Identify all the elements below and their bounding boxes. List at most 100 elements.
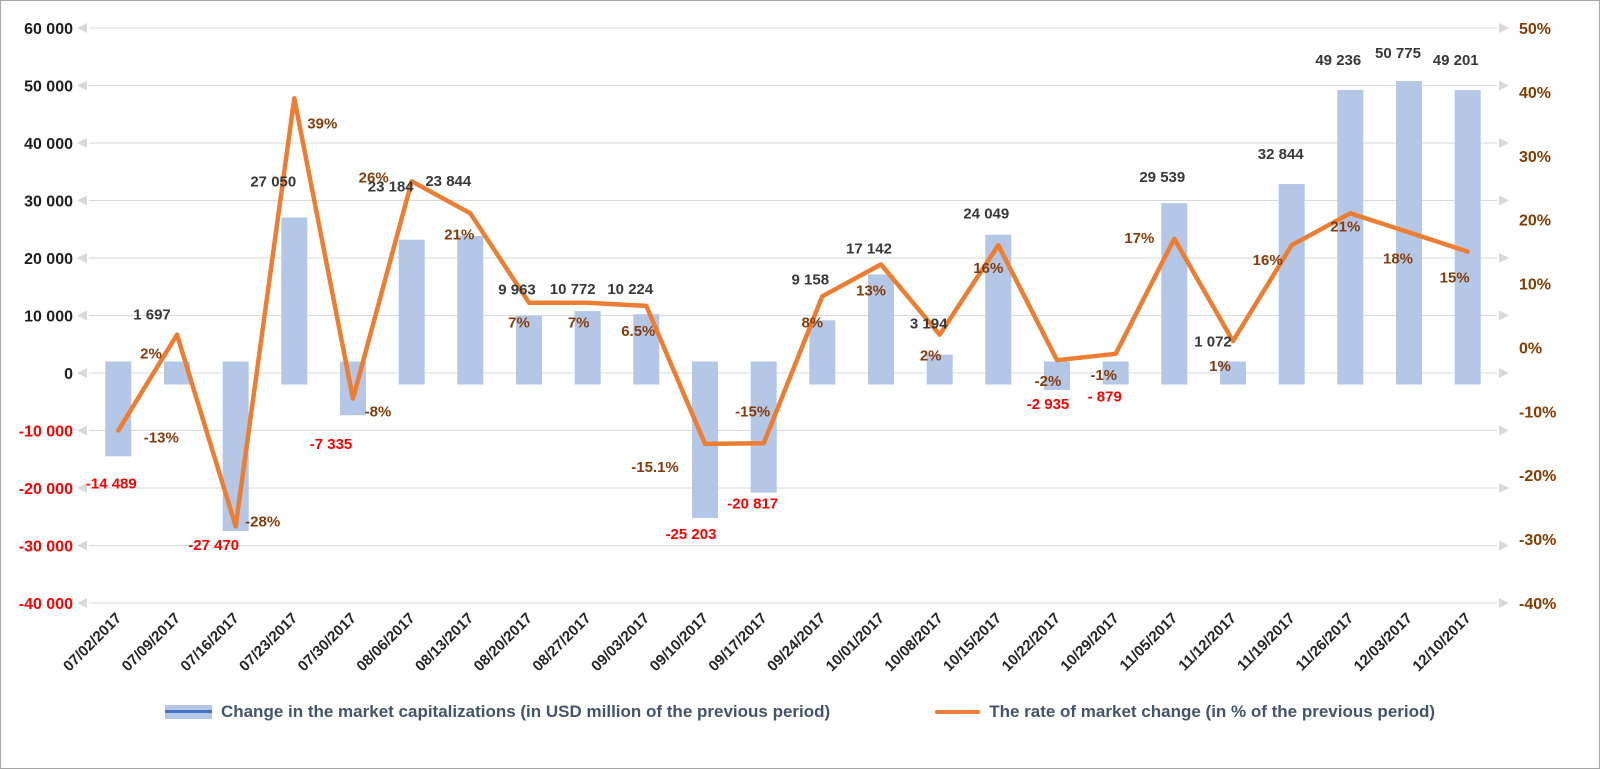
x-axis-tick: 10/22/2017 <box>999 610 1064 675</box>
left-axis-tick: 50 000 <box>24 79 73 96</box>
axis-arrow-icon <box>77 138 87 148</box>
axis-arrow-icon <box>1499 598 1509 608</box>
legend-label-market-cap: Change in the market capitalizations (in… <box>220 702 831 721</box>
pct-label: 16% <box>973 260 1003 277</box>
bar <box>574 311 601 385</box>
pct-label: 39% <box>307 115 337 132</box>
axis-arrow-icon <box>77 23 87 33</box>
bar <box>164 361 190 385</box>
axis-arrow-icon <box>77 598 87 608</box>
bar <box>1337 89 1364 385</box>
axis-arrow-icon <box>1499 540 1509 551</box>
value-label: -27 470 <box>188 537 239 554</box>
right-axis-tick: 20% <box>1519 213 1551 230</box>
axis-arrow-icon <box>77 425 87 436</box>
right-axis-tick: -10% <box>1519 404 1556 421</box>
value-label: - 879 <box>1088 389 1122 406</box>
axis-arrow-icon <box>1499 138 1509 148</box>
legend-item-rate: The rate of market change (in % of the p… <box>935 702 1435 722</box>
axis-arrow-icon <box>77 310 87 321</box>
left-axis-tick: -40 000 <box>19 596 73 613</box>
axis-arrow-icon <box>1499 425 1509 436</box>
x-axis-tick: 07/09/2017 <box>119 610 184 675</box>
value-label: 9 158 <box>792 271 830 288</box>
x-axis-labels: 07/02/201707/09/201707/16/201707/23/2017… <box>60 610 1475 675</box>
rate-line <box>116 96 1470 529</box>
x-axis-tick: 09/24/2017 <box>764 610 829 675</box>
left-axis-tick: 10 000 <box>24 309 73 326</box>
pct-label: 13% <box>856 282 886 299</box>
bar <box>1220 361 1246 385</box>
pct-label: -8% <box>365 404 392 421</box>
axis-arrow-icon <box>1499 195 1509 206</box>
right-axis-tick: 50% <box>1519 21 1551 38</box>
legend-item-market-cap: Change in the market capitalizations (in… <box>164 702 831 722</box>
x-axis-tick: 10/29/2017 <box>1057 610 1122 675</box>
right-axis-tick: 0% <box>1519 340 1542 357</box>
x-axis-tick: 09/10/2017 <box>647 610 712 675</box>
pct-label: 7% <box>508 315 530 332</box>
pct-label: 21% <box>444 226 474 243</box>
right-axis-tick: -20% <box>1519 468 1556 485</box>
x-axis-tick: 08/27/2017 <box>529 610 594 675</box>
pct-label: 16% <box>1253 252 1283 269</box>
x-axis-tick: 09/17/2017 <box>705 610 770 675</box>
value-label: 27 050 <box>250 174 296 191</box>
value-label: 9 963 <box>498 282 536 299</box>
x-axis-tick: 09/03/2017 <box>588 610 653 675</box>
pct-label: 2% <box>920 348 942 365</box>
x-axis-tick: 07/23/2017 <box>236 610 301 675</box>
value-label: 23 184 <box>368 179 415 196</box>
pct-label: -15.1% <box>631 459 679 476</box>
pct-label: 15% <box>1440 270 1470 287</box>
value-label: 3 194 <box>910 316 948 333</box>
pct-label: 6.5% <box>621 323 655 340</box>
bar <box>1044 361 1070 390</box>
x-axis-tick: 07/02/2017 <box>60 610 125 675</box>
axis-arrow-icon <box>77 483 87 493</box>
right-axis-tick: -40% <box>1519 596 1556 613</box>
value-label: 23 844 <box>425 173 472 190</box>
value-label: 1 697 <box>133 307 171 324</box>
value-label: 50 775 <box>1375 45 1421 62</box>
pct-label: -2% <box>1035 373 1062 390</box>
value-label: 29 539 <box>1139 169 1185 186</box>
right-axis-tick: 40% <box>1519 85 1551 102</box>
bar <box>809 320 836 385</box>
left-axis-tick: -20 000 <box>19 481 73 498</box>
value-label: 49 201 <box>1433 52 1479 69</box>
axis-arrow-icon <box>1499 253 1509 263</box>
pct-label: 1% <box>1209 358 1231 375</box>
x-axis-tick: 10/08/2017 <box>881 610 946 675</box>
bar <box>1278 184 1305 385</box>
right-axis-tick: 30% <box>1519 149 1551 166</box>
right-axis-tick: -30% <box>1519 532 1556 549</box>
axis-arrow-icon <box>77 368 87 378</box>
value-label: 10 772 <box>550 281 596 298</box>
value-label: -7 335 <box>310 436 353 453</box>
x-axis-tick: 11/19/2017 <box>1234 610 1299 675</box>
bar <box>1454 90 1481 385</box>
x-axis-tick: 08/20/2017 <box>471 610 536 675</box>
bar <box>457 235 484 385</box>
value-label: 24 049 <box>963 206 1009 223</box>
right-axis-labels: 50% 40% 30% 20% 10% 0% -10% -20% -30% -40% <box>1519 21 1556 613</box>
bar <box>281 217 308 385</box>
bar-series-swatch-line <box>164 710 212 713</box>
value-label: 1 072 <box>1194 334 1232 351</box>
axis-arrow-icon <box>1499 80 1509 91</box>
legend-label-rate: The rate of market change (in % of the p… <box>989 702 1436 721</box>
value-labels: -14 489 1 697 -27 470 27 050 -7 335 23 184 23 … <box>86 45 1479 554</box>
left-axis-tick: -10 000 <box>19 424 73 441</box>
x-axis-tick: 07/16/2017 <box>177 610 242 675</box>
axis-arrow-icon <box>1499 483 1509 493</box>
bar <box>868 274 894 385</box>
pct-label: 21% <box>1330 218 1360 235</box>
market-change-combo-chart: 60 000 50 000 40 000 30 000 20 000 10 000 0 -10… <box>19 21 1557 675</box>
value-label: 10 224 <box>607 281 654 298</box>
pct-label: -13% <box>144 430 179 447</box>
bar <box>1102 361 1129 385</box>
pct-labels: -13% 2% -28% 39% -8% 26% 21% 7% 7% 6.5% -15.1% -15%… <box>140 115 1470 530</box>
x-axis-tick: 10/01/2017 <box>823 610 888 675</box>
